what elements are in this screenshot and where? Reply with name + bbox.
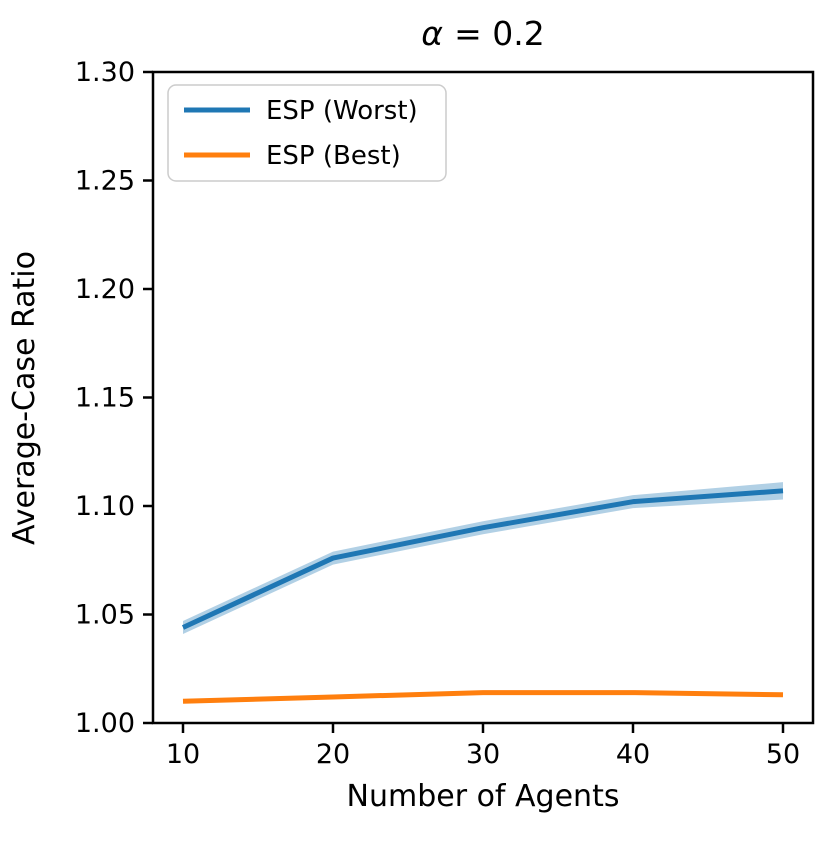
x-tick-label: 20: [316, 739, 350, 770]
legend: ESP (Worst) ESP (Best): [167, 84, 447, 182]
x-tick-label: 50: [766, 739, 800, 770]
confidence-bands: [183, 482, 783, 704]
confidence-band: [183, 482, 783, 635]
x-tick-label: 40: [616, 739, 650, 770]
y-axis-label: Average-Case Ratio: [7, 251, 42, 545]
x-tick-label: 30: [466, 739, 500, 770]
y-tick-label: 1.10: [75, 491, 135, 522]
y-tick-label: 1.00: [75, 708, 135, 739]
y-tick-label: 1.25: [75, 166, 135, 197]
series-lines: [181, 488, 784, 704]
legend-label-worst: ESP (Worst): [266, 96, 418, 126]
legend-entry-worst: ESP (Worst): [184, 96, 418, 126]
chart-title: α = 0.2: [421, 14, 544, 53]
legend-label-best: ESP (Best): [266, 141, 401, 171]
legend-entry-best: ESP (Best): [184, 141, 401, 171]
x-tick-label: 10: [166, 739, 200, 770]
y-tick-label: 1.30: [75, 57, 135, 88]
y-tick-label: 1.05: [75, 600, 135, 631]
x-axis-ticks: 10 20 30 40 50: [166, 723, 800, 770]
y-tick-label: 1.15: [75, 383, 135, 414]
y-tick-label: 1.20: [75, 274, 135, 305]
x-axis-label: Number of Agents: [347, 779, 620, 814]
chart-title-rest: = 0.2: [454, 14, 545, 53]
y-axis-ticks: 1.00 1.05 1.10 1.15 1.20 1.25 1.30: [75, 57, 153, 739]
series-line: [182, 690, 784, 704]
chart-title-alpha: α: [421, 14, 443, 53]
series-line: [181, 488, 784, 630]
